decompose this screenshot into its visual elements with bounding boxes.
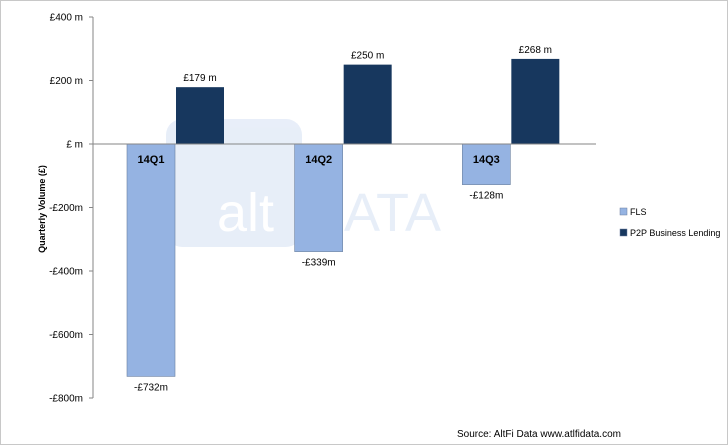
data-label: £268 m: [519, 45, 552, 56]
bars-layer: [126, 58, 560, 377]
legend-label: FLS: [630, 207, 647, 217]
bar-p2p-business-lending-14q3: [511, 58, 560, 144]
y-tick-label: -£400m: [49, 267, 83, 278]
y-tick-label: -£600m: [49, 330, 83, 341]
bar-p2p-business-lending-14q2: [343, 64, 392, 144]
y-tick-label: -£800m: [49, 394, 83, 405]
legend: FLS P2P Business Lending: [619, 207, 720, 238]
legend-swatch: [619, 228, 628, 237]
y-tick-label: £200 m: [50, 76, 83, 87]
y-tick-label: -£200m: [49, 203, 83, 214]
y-axis: £400 m £200 m £ m -£200m -£400m -£600m -£800m: [49, 13, 94, 405]
bar-fls-14q1: [126, 143, 176, 377]
watermark-alt: alt: [217, 183, 274, 243]
category-label: 14Q1: [138, 154, 165, 166]
data-label: -£339m: [302, 258, 336, 269]
watermark-badge: [166, 119, 302, 247]
labels-layer: -£732m £179 m 14Q1 -£339m £250 m 14Q2 -£128m £2…: [93, 45, 596, 393]
y-axis-title: Quarterly Volume (£): [37, 165, 47, 253]
category-label: 14Q2: [305, 154, 332, 166]
source-note: Source: AltFi Data www.atlfidata.com: [457, 429, 621, 440]
bar-fls-14q2: [294, 143, 343, 252]
category-label: 14Q3: [473, 154, 500, 166]
legend-label: P2P Business Lending: [630, 228, 720, 238]
y-tick-label: £ m: [66, 140, 83, 151]
data-label: -£128m: [469, 191, 503, 202]
bar-fls-14q3: [462, 143, 511, 185]
bar-p2p-business-lending-14q1: [176, 87, 224, 144]
data-label: -£732m: [134, 382, 168, 393]
data-label: £250 m: [351, 51, 384, 62]
data-label: £179 m: [183, 73, 216, 84]
legend-swatch: [619, 207, 628, 216]
y-tick-label: £400 m: [50, 13, 83, 24]
